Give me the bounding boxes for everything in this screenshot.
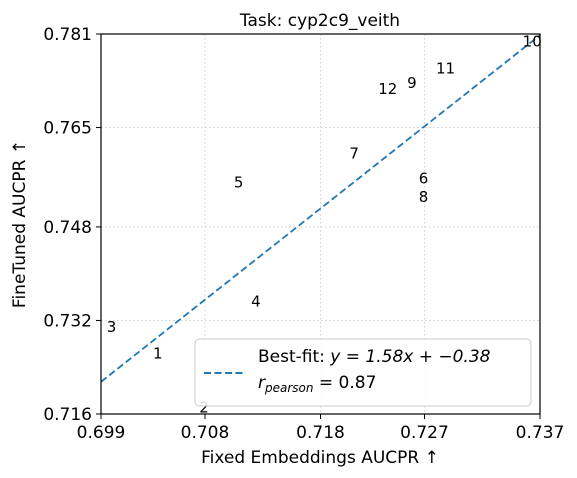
legend-r-subscript: pearson [264,381,314,395]
chart-title: Task: cyp2c9_veith [239,11,400,31]
point-label-12: 12 [378,80,397,98]
y-tick-label: 0.732 [43,311,92,331]
legend-fit-label: Best-fit: y = 1.58x + −0.38 [258,347,491,367]
point-label-3: 3 [107,318,117,336]
x-tick-label: 0.708 [181,423,230,443]
legend-r-value: = 0.87 [314,373,377,393]
legend: Best-fit: y = 1.58x + −0.38 rpearson = 0… [194,338,532,407]
y-tick-label: 0.765 [43,119,92,139]
legend-box [194,338,532,407]
fit-line-layer [100,34,541,383]
point-label-7: 7 [349,144,359,162]
x-tick-label: 0.737 [516,423,565,443]
point-label-8: 8 [419,188,429,206]
y-tick-label: 0.748 [43,218,92,238]
legend-fit-prefix: Best-fit: [258,347,330,367]
y-tick-label: 0.781 [43,25,92,45]
x-tick-label: 0.699 [77,423,126,443]
best-fit-line [100,34,541,383]
point-label-10: 10 [523,33,542,51]
y-tick-label: 0.716 [43,405,92,425]
point-label-9: 9 [407,74,417,92]
y-axis-label: FineTuned AUCPR ↑ [10,140,30,308]
x-axis-label: Fixed Embeddings AUCPR ↑ [201,448,439,468]
point-label-1: 1 [153,344,163,362]
legend-fit-equation: y = 1.58x + −0.38 [329,347,490,367]
x-axis-ticks: 0.699 0.708 0.718 0.727 0.737 [77,414,565,443]
legend-r-label: rpearson = 0.87 [258,373,376,395]
x-tick-label: 0.727 [400,423,449,443]
legend-r-symbol: r [258,373,266,393]
point-label-5: 5 [234,174,244,192]
x-tick-label: 0.718 [296,423,345,443]
y-axis-ticks: 0.716 0.732 0.748 0.765 0.781 [43,25,101,425]
point-label-11: 11 [436,60,455,78]
point-label-2: 2 [199,399,209,417]
point-label-6: 6 [419,169,429,187]
point-label-4: 4 [251,292,261,310]
